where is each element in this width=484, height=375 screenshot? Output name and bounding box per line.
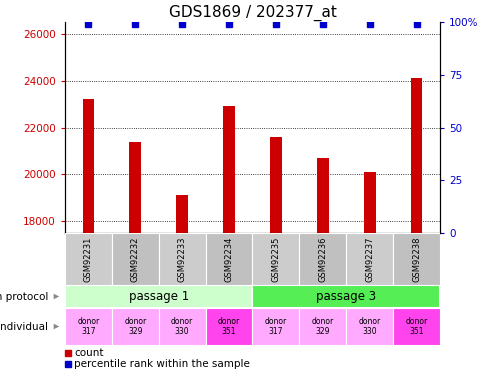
Text: donor
351: donor 351 (405, 317, 427, 336)
Bar (270, 137, 281, 375)
Text: passage 1: passage 1 (128, 290, 188, 303)
Text: donor
330: donor 330 (171, 317, 193, 336)
Text: donor
329: donor 329 (311, 317, 333, 336)
Bar (65, 285, 252, 308)
Text: individual: individual (0, 321, 48, 332)
Bar (82, 99, 94, 375)
Text: GSM92233: GSM92233 (177, 236, 186, 282)
Bar (317, 158, 328, 375)
Text: passage 3: passage 3 (316, 290, 376, 303)
Text: GSM92234: GSM92234 (224, 236, 233, 282)
Text: donor
351: donor 351 (217, 317, 240, 336)
Bar (158, 233, 205, 285)
Bar (410, 78, 422, 375)
Text: GSM92238: GSM92238 (411, 236, 420, 282)
Bar (205, 308, 252, 345)
Text: GSM92237: GSM92237 (364, 236, 374, 282)
Bar (252, 285, 439, 308)
Text: count: count (74, 348, 103, 358)
Text: donor
329: donor 329 (124, 317, 146, 336)
Bar (363, 172, 375, 375)
Text: donor
330: donor 330 (358, 317, 380, 336)
Bar (176, 195, 188, 375)
Bar (129, 142, 141, 375)
Text: GSM92231: GSM92231 (84, 236, 93, 282)
Bar (393, 308, 439, 345)
Bar (205, 233, 252, 285)
Bar (112, 308, 158, 345)
Bar (158, 308, 205, 345)
Bar (252, 233, 299, 285)
Bar (65, 308, 112, 345)
Title: GDS1869 / 202377_at: GDS1869 / 202377_at (168, 4, 336, 21)
Bar (65, 233, 112, 285)
Bar (299, 233, 346, 285)
Text: GSM92235: GSM92235 (271, 236, 280, 282)
Text: donor
317: donor 317 (264, 317, 287, 336)
Bar (112, 233, 158, 285)
Bar (252, 308, 299, 345)
Text: growth protocol: growth protocol (0, 291, 48, 302)
Bar (299, 308, 346, 345)
Text: percentile rank within the sample: percentile rank within the sample (74, 359, 249, 369)
Bar (346, 308, 393, 345)
Bar (393, 233, 439, 285)
Bar (346, 233, 393, 285)
Text: donor
317: donor 317 (77, 317, 99, 336)
Text: GSM92232: GSM92232 (131, 236, 139, 282)
Bar (223, 106, 234, 375)
Text: GSM92236: GSM92236 (318, 236, 327, 282)
